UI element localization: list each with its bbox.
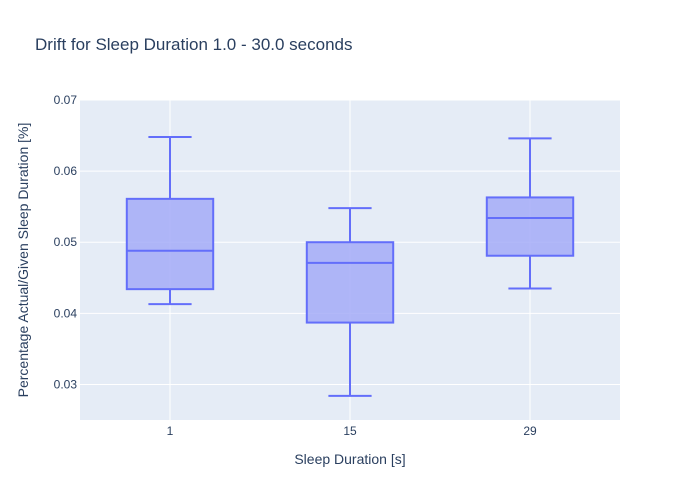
box-15 — [305, 207, 395, 397]
y-tick-label: 0.04 — [54, 306, 78, 320]
x-tick-label: 29 — [523, 424, 537, 438]
y-axis-ticks: 0.03 0.04 0.05 0.06 0.07 — [54, 93, 78, 391]
y-tick-label: 0.07 — [54, 93, 78, 107]
y-tick-label: 0.06 — [54, 164, 78, 178]
iqr-box — [125, 197, 215, 291]
box-29 — [485, 137, 575, 290]
y-tick-label: 0.05 — [54, 235, 78, 249]
iqr-box — [485, 196, 575, 257]
chart-title: Drift for Sleep Duration 1.0 - 30.0 seco… — [35, 35, 353, 54]
x-tick-label: 1 — [167, 424, 174, 438]
x-axis-ticks: 1 15 29 — [167, 424, 537, 438]
y-axis-label: Percentage Actual/Given Sleep Duration [… — [15, 123, 31, 398]
x-tick-label: 15 — [343, 424, 357, 438]
y-tick-label: 0.03 — [54, 377, 78, 391]
box-series — [125, 135, 575, 397]
box-1 — [125, 135, 215, 306]
x-axis-label: Sleep Duration [s] — [294, 451, 405, 467]
iqr-box — [305, 241, 395, 324]
